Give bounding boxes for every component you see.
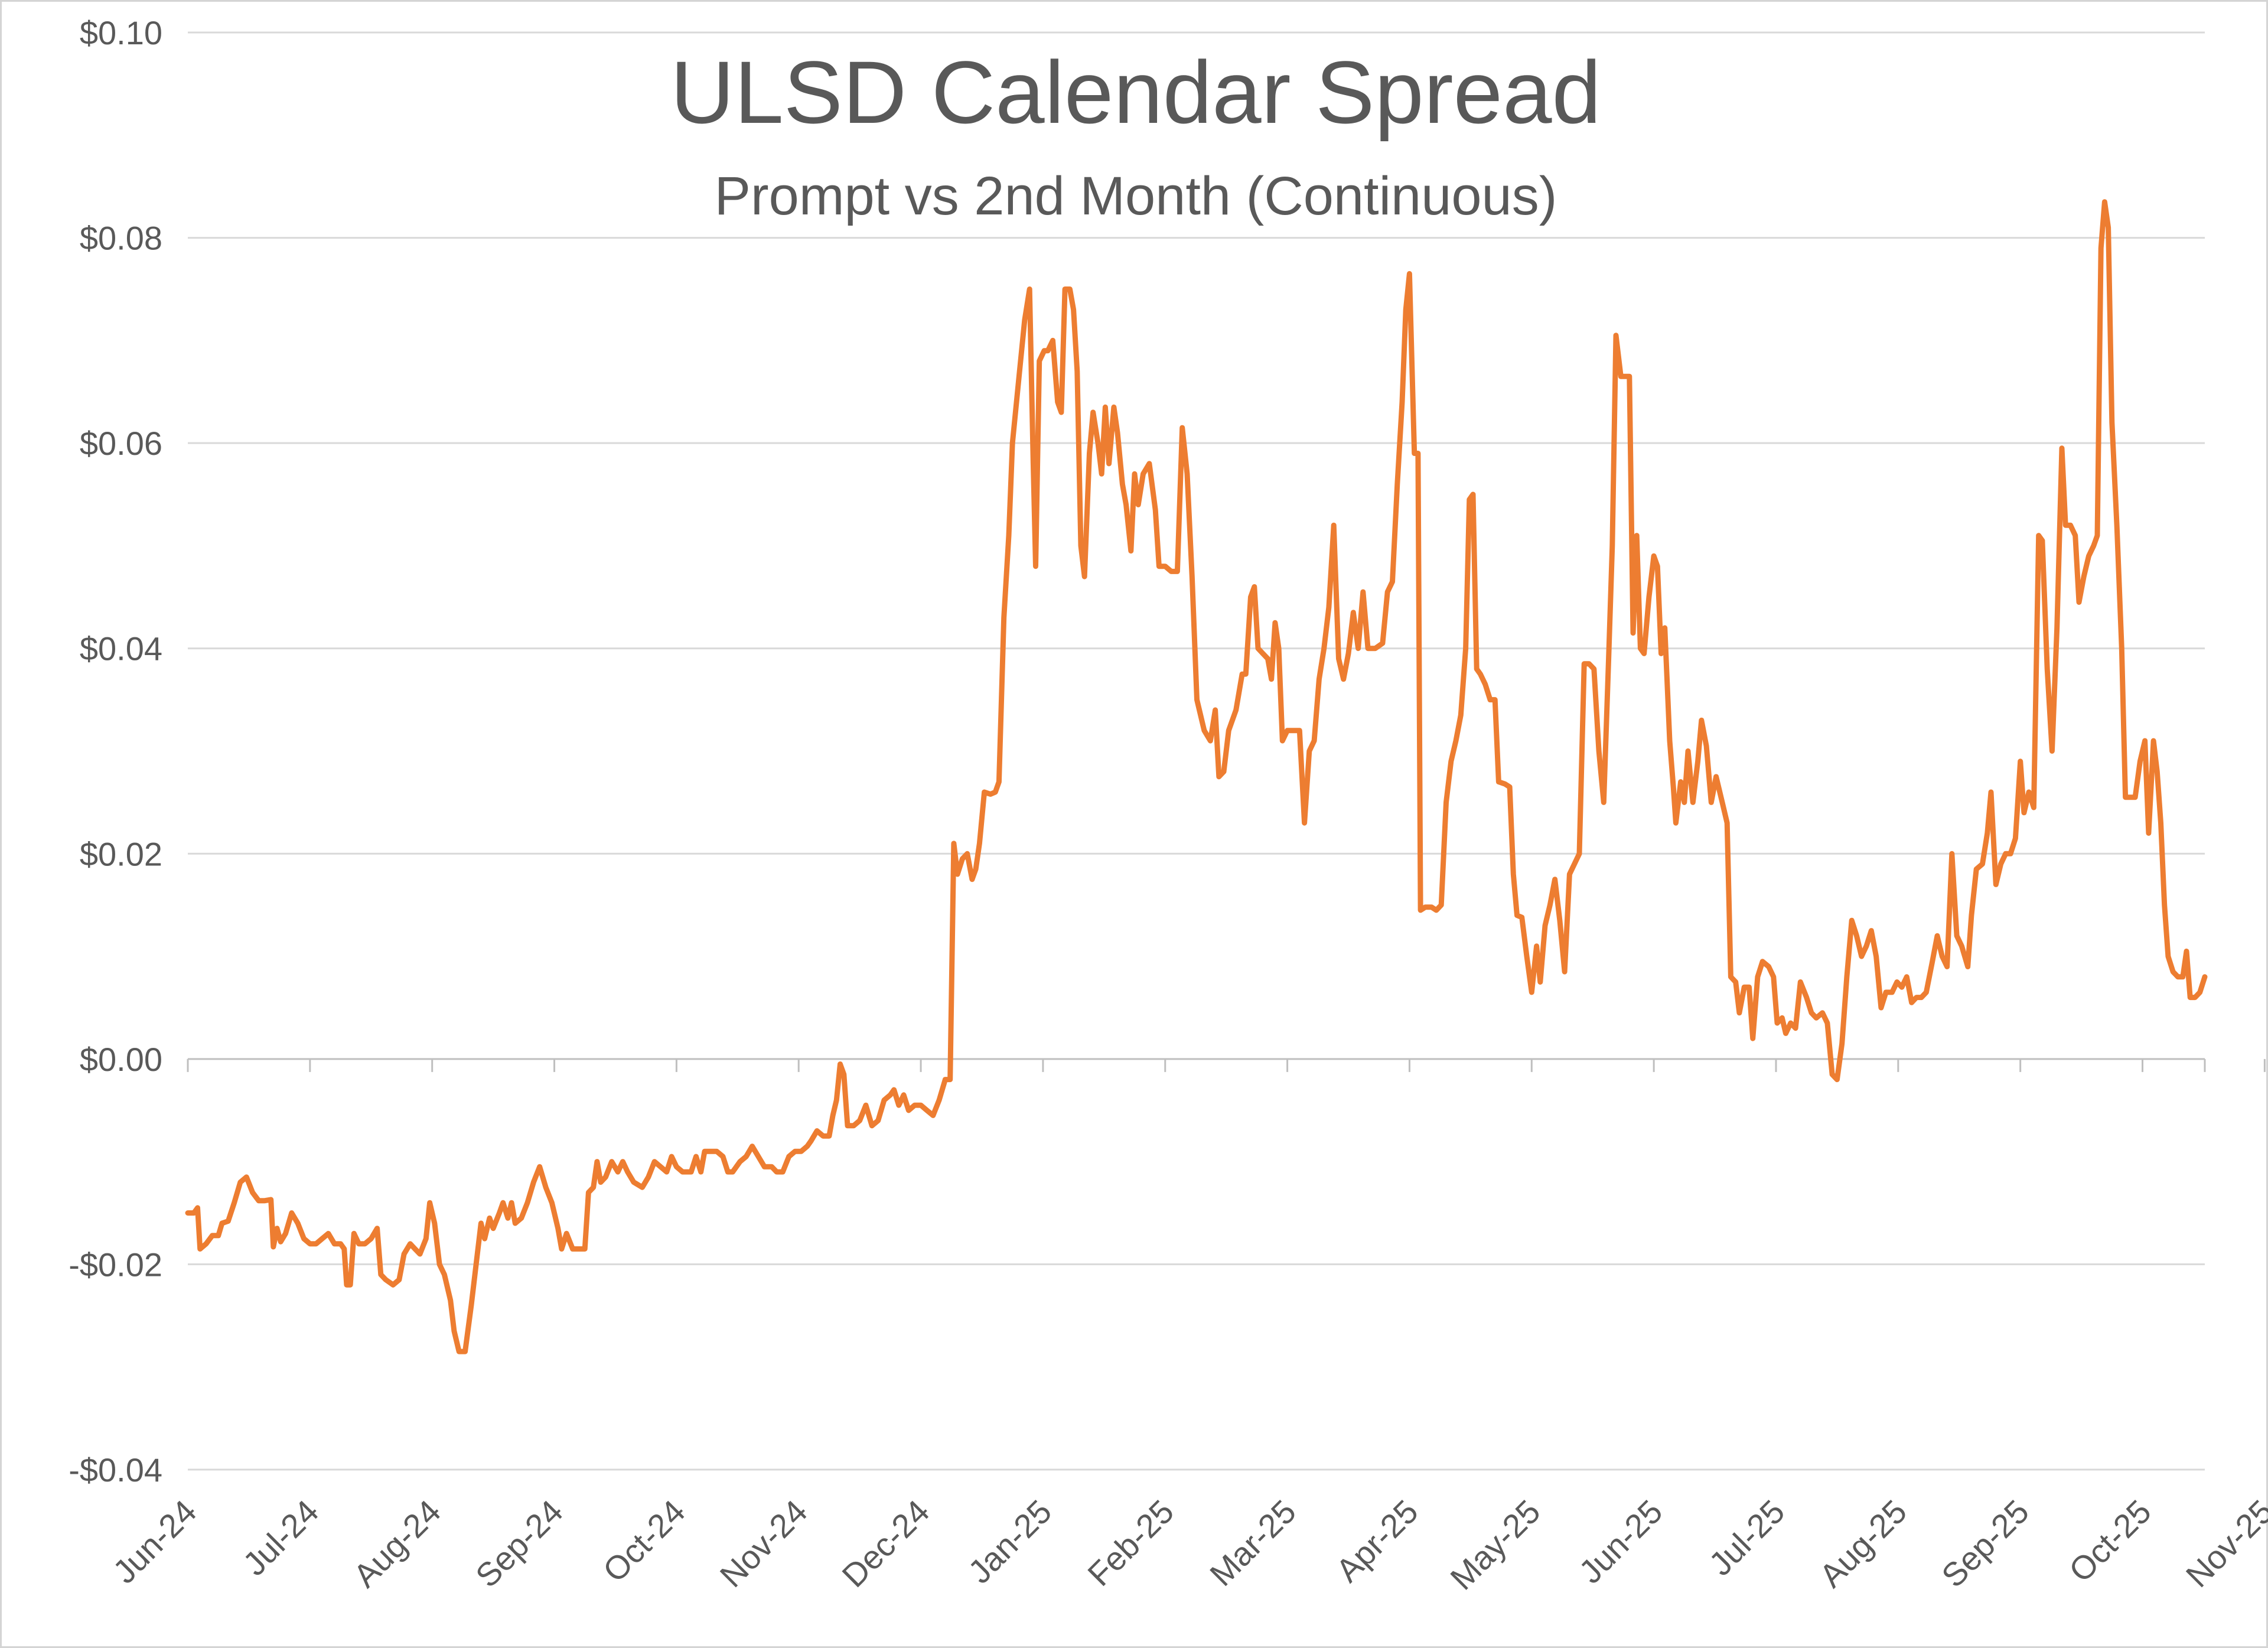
x-tick-label: Aug-24 — [346, 1493, 448, 1594]
x-tick-label: Feb-25 — [1080, 1493, 1181, 1593]
x-tick-label: Aug-25 — [1812, 1493, 1914, 1594]
y-tick-label: $0.08 — [80, 220, 162, 257]
x-tick-label: Oct-24 — [595, 1493, 692, 1589]
gridlines — [188, 31, 2205, 1471]
x-tick-label: Dec-24 — [835, 1493, 936, 1594]
chart-subtitle: Prompt vs 2nd Month (Continuous) — [715, 166, 1557, 226]
y-tick-label: -$0.04 — [69, 1451, 162, 1489]
x-axis-tick-labels: Jun-24 Jul-24 Aug-24 Sep-24 Oct-24 Nov-24 Dec-… — [106, 1493, 2268, 1597]
y-tick-label: $0.00 — [80, 1041, 162, 1078]
y-axis-tick-labels: $0.10 $0.08 $0.06 $0.04 $0.02 $0.00 -$0.02 -$0.… — [69, 14, 162, 1489]
x-tick-label: Jul-24 — [236, 1493, 325, 1582]
series-group — [185, 199, 2208, 1354]
chart-title: ULSD Calendar Spread — [670, 43, 1601, 142]
x-tick-label: Sep-24 — [468, 1493, 570, 1594]
x-tick-label: Nov-25 — [2179, 1493, 2268, 1594]
x-tick-label: Jun-24 — [106, 1493, 204, 1591]
y-tick-label: $0.10 — [80, 14, 162, 51]
x-tick-label: Apr-25 — [1329, 1493, 1425, 1589]
x-tick-label: Jun-25 — [1572, 1493, 1670, 1591]
y-tick-label: -$0.02 — [69, 1246, 162, 1283]
x-tick-label: May-25 — [1443, 1493, 1547, 1597]
x-tick-label: Jul-25 — [1702, 1493, 1791, 1582]
series-line — [185, 199, 2208, 1354]
x-tick-label: Mar-25 — [1203, 1493, 1303, 1593]
x-tick-label: Jan-25 — [961, 1493, 1059, 1591]
x-tick-label: Oct-25 — [2062, 1493, 2158, 1589]
y-tick-label: $0.06 — [80, 425, 162, 462]
x-tick-label: Sep-25 — [1934, 1493, 2036, 1594]
x-axis — [187, 1058, 2266, 1072]
y-tick-label: $0.04 — [80, 630, 162, 667]
y-tick-label: $0.02 — [80, 835, 162, 872]
x-tick-label: Nov-24 — [713, 1493, 814, 1594]
